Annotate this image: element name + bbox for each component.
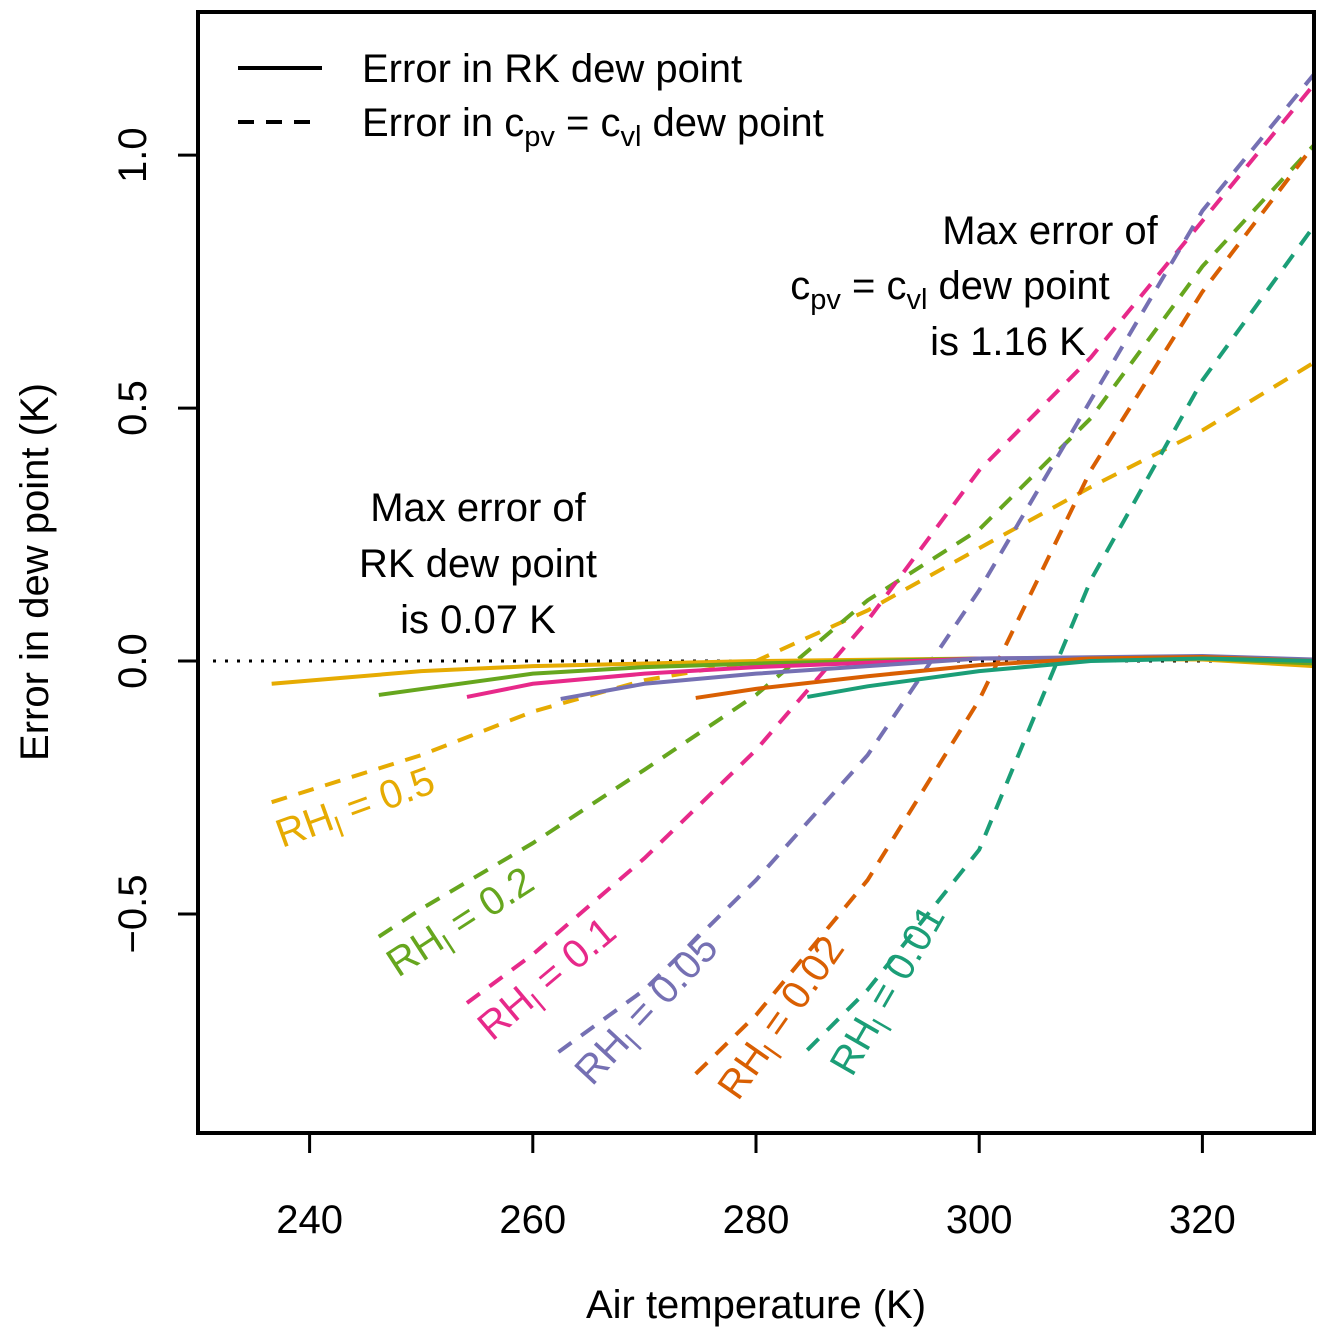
annotation: is 0.07 K bbox=[400, 598, 556, 642]
subscript: vl bbox=[906, 284, 927, 316]
x-tick-label: 260 bbox=[499, 1198, 566, 1242]
x-tick-label: 300 bbox=[946, 1198, 1013, 1242]
group-label: RHl = 0.01 bbox=[822, 898, 961, 1087]
text-part: = 0.05 bbox=[610, 926, 726, 1046]
text-part: = 0.1 bbox=[519, 909, 625, 1008]
dashed-line bbox=[694, 143, 1314, 1076]
x-tick-label: 280 bbox=[723, 1198, 790, 1242]
text-part: RH bbox=[270, 795, 339, 856]
annotation: Max error of bbox=[370, 486, 586, 530]
text-part: is 1.16 K bbox=[930, 320, 1086, 364]
text-part: Max error of bbox=[942, 209, 1158, 253]
dashed-line bbox=[465, 83, 1314, 1005]
annotation: cpv = cvl dew point bbox=[790, 264, 1110, 316]
plot-lines bbox=[213, 72, 1314, 1076]
y-axis-title: Error in dew point (K) bbox=[13, 383, 57, 761]
text-part: Max error of bbox=[370, 486, 586, 530]
y-tick-label: 0.0 bbox=[111, 633, 155, 689]
dashed-line bbox=[805, 224, 1314, 1052]
text-part: = c bbox=[555, 101, 621, 145]
text-part: = c bbox=[841, 264, 907, 308]
dashed-line bbox=[271, 360, 1314, 805]
text-part: dew point bbox=[641, 101, 823, 145]
text-part: = 0.5 bbox=[330, 759, 440, 835]
annotation: RK dew point bbox=[359, 542, 597, 586]
text-part: = 0.2 bbox=[433, 859, 542, 951]
text-part: Error in c bbox=[362, 101, 524, 145]
subscript: pv bbox=[524, 121, 555, 153]
x-tick-label: 240 bbox=[276, 1198, 343, 1242]
y-tick-label: −0.5 bbox=[111, 874, 155, 953]
subscript: vl bbox=[620, 121, 641, 153]
text-part: is 0.07 K bbox=[400, 598, 556, 642]
text-part: Error in RK dew point bbox=[362, 47, 742, 91]
rk-line bbox=[806, 656, 1314, 699]
text-part: c bbox=[790, 264, 810, 308]
y-tick-label: 1.0 bbox=[111, 127, 155, 183]
y-tick-label: 0.5 bbox=[111, 380, 155, 436]
text-part: RK dew point bbox=[359, 542, 597, 586]
x-tick-label: 320 bbox=[1169, 1198, 1236, 1242]
subscript: pv bbox=[810, 284, 841, 316]
dashed-line bbox=[377, 143, 1314, 939]
text-part: = 0.01 bbox=[854, 898, 954, 1027]
x-axis-title: Air temperature (K) bbox=[586, 1283, 926, 1327]
legend-label: Error in RK dew point bbox=[362, 47, 742, 91]
annotation: Max error of bbox=[942, 209, 1158, 253]
legend-label: Error in cpv = cvl dew point bbox=[362, 101, 824, 153]
text-part: dew point bbox=[927, 264, 1109, 308]
annotation: is 1.16 K bbox=[930, 320, 1086, 364]
